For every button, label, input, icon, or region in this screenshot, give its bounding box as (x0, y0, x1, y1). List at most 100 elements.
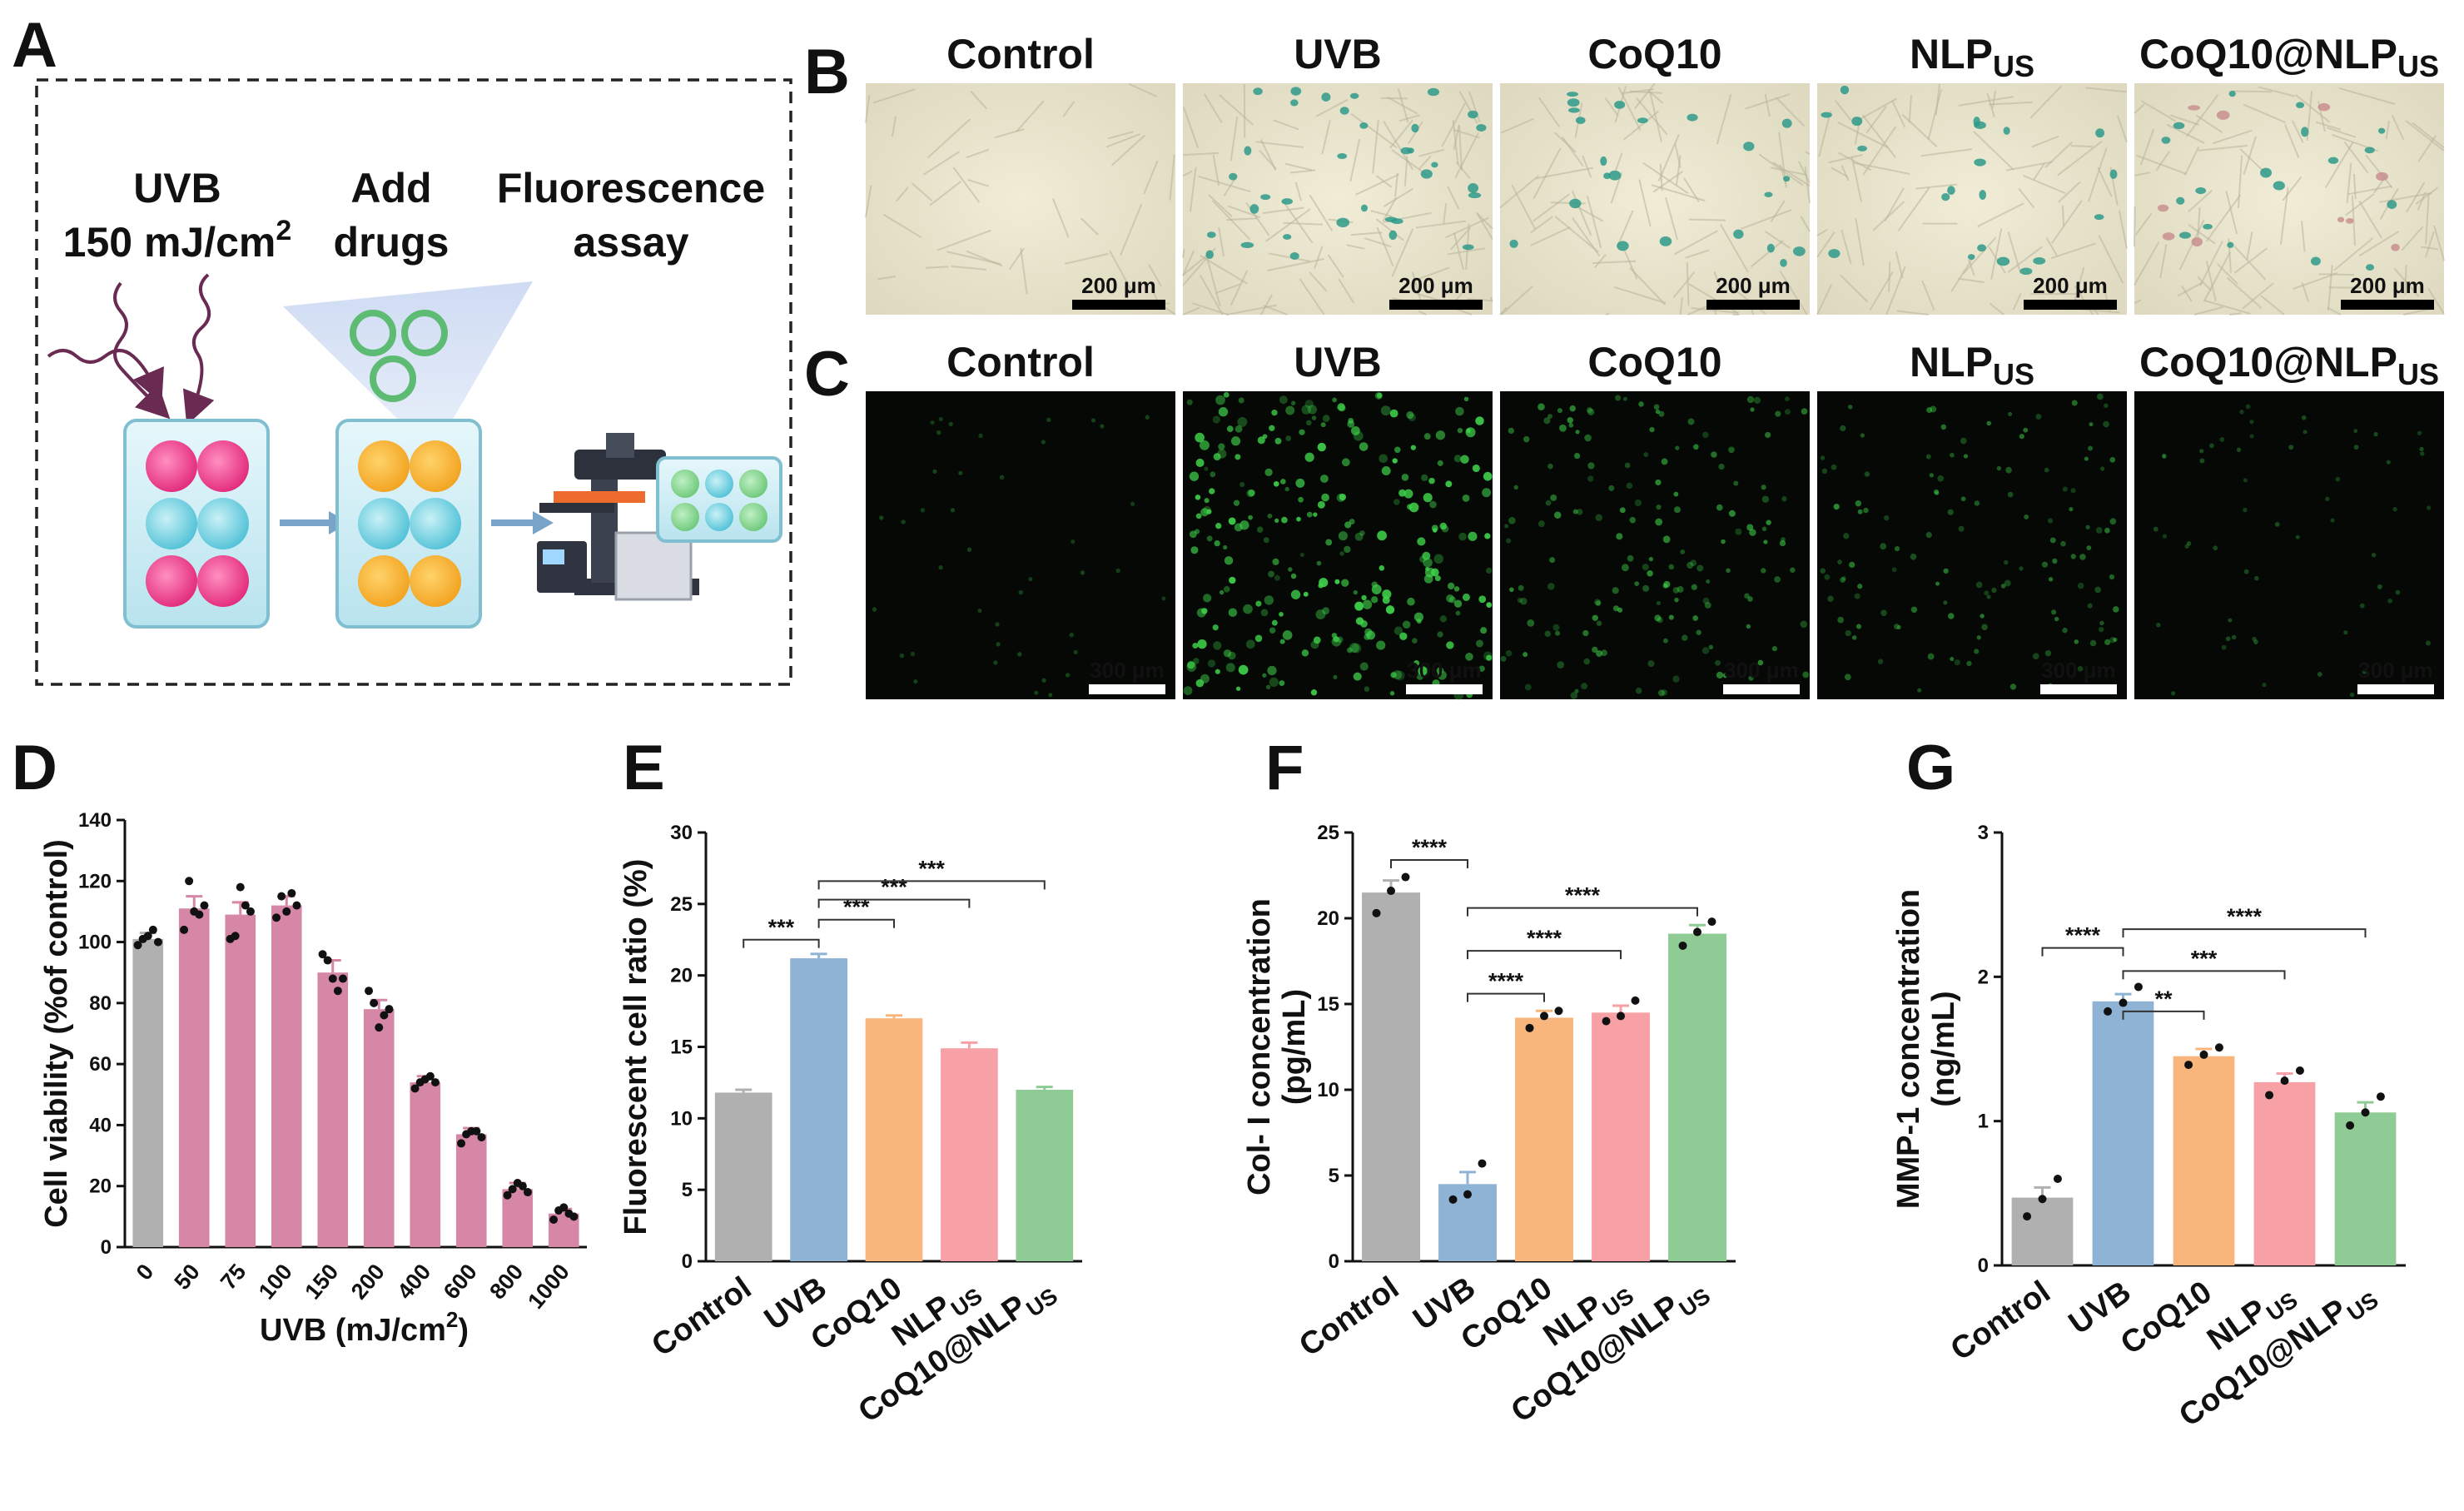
flow-arrowhead-2 (533, 511, 554, 534)
x-tick-label-g-2: CoQ10 (2114, 1275, 2218, 1362)
bar-e-2 (865, 1018, 923, 1261)
data-point-d (318, 950, 327, 959)
micrograph-b-nlp: 200 μm (1816, 83, 2128, 316)
scale-bar-b-nlp (2024, 300, 2117, 310)
data-point-f (1617, 1011, 1625, 1021)
bar-d-0 (132, 938, 164, 1247)
y-tick-label-e: 5 (682, 1179, 693, 1201)
y-tick-label-f: 20 (1317, 907, 1339, 930)
x-tick-label-d-1: 50 (170, 1260, 205, 1295)
significance-label-f: **** (1488, 969, 1524, 994)
y-tick-label-d: 80 (89, 992, 112, 1015)
data-point-f (1602, 1016, 1611, 1026)
data-point-d (430, 1078, 440, 1087)
scale-bar-b-control (1072, 300, 1165, 310)
bar-d-7 (455, 1134, 487, 1247)
data-point-d (457, 1139, 466, 1148)
data-point-d (503, 1190, 512, 1200)
significance-label-e: *** (843, 895, 870, 920)
scale-bar-b-coq10nlp (2341, 300, 2434, 310)
micrograph-header-coq10-c: CoQ10 (1587, 339, 1721, 385)
bar-f-3 (1592, 1012, 1650, 1261)
data-point-d (231, 932, 240, 941)
y-tick-label-g: 0 (1978, 1255, 1989, 1277)
data-point-d (559, 1203, 569, 1212)
y-tick-label-f: 15 (1317, 993, 1339, 1016)
significance-label-g: *** (2191, 946, 2218, 971)
bar-f-0 (1362, 892, 1420, 1261)
step1-label: UVB (133, 165, 221, 211)
data-point-g (2023, 1212, 2032, 1221)
y-tick-label-d: 20 (89, 1175, 112, 1198)
data-point-f (1707, 917, 1716, 927)
data-point-f (1554, 1007, 1563, 1016)
data-point-d (200, 901, 209, 910)
bar-d-2 (225, 914, 256, 1247)
data-point-g (2184, 1061, 2193, 1070)
bar-e-0 (714, 1092, 772, 1261)
y-tick-label-f: 25 (1317, 822, 1339, 844)
scale-bar-label: 300 μm (1090, 658, 1165, 683)
panel-letter-f: F (1265, 733, 1304, 803)
y-axis-title-e: Fluorescent cell ratio (%) (618, 859, 653, 1235)
significance-bracket-f (1390, 858, 1468, 868)
data-point-d (323, 956, 332, 965)
micrograph-c-coq10: 300 μm (1500, 391, 1810, 699)
data-point-d (282, 907, 291, 916)
y-axis-title-g: MMP-1 concentration (1891, 889, 1926, 1209)
bar-g-1 (2092, 1001, 2154, 1265)
data-point-d (148, 925, 157, 934)
y-tick-label-e: 20 (670, 965, 693, 987)
micrograph-header-nlp-b: NLPUS (1910, 31, 2034, 83)
significance-label-e: *** (768, 915, 795, 940)
significance-bracket-f (1467, 907, 1698, 917)
data-point-f (1448, 1195, 1458, 1204)
micrograph-c-uvb: 300 μm (1183, 391, 1493, 700)
micrograph-header-control-c: Control (946, 339, 1095, 385)
scale-bar-label: 200 μm (2033, 273, 2108, 298)
scale-bar-c-coq10 (1723, 684, 1800, 694)
panel-letter-e: E (623, 733, 665, 803)
y-tick-label-e: 25 (670, 893, 693, 916)
data-point-d (246, 907, 255, 916)
data-point-g (2361, 1108, 2370, 1117)
significance-bracket-g (2122, 928, 2367, 938)
data-point-f (1463, 1190, 1472, 1199)
data-point-d (410, 1084, 420, 1093)
panel-c-micrographs: Control 300 μm UVB 300 μm CoQ10 300 μm NLPUS 30… (866, 339, 2444, 700)
micrograph-header-coq10-b: CoQ10 (1587, 31, 1721, 77)
data-point-g (2295, 1066, 2304, 1075)
bar-g-3 (2253, 1081, 2316, 1265)
bar-d-5 (363, 1009, 395, 1247)
micrograph-header-uvb-c: UVB (1294, 339, 1382, 385)
data-point-d (569, 1212, 579, 1221)
y-tick-label-e: 30 (670, 822, 693, 844)
significance-bracket-g (2122, 970, 2286, 980)
scale-bar-c-coq10nlp (2357, 684, 2434, 694)
x-tick-label-d-5: 200 (346, 1260, 390, 1305)
data-point-g (2265, 1091, 2274, 1100)
significance-label-g: ** (2154, 987, 2173, 1011)
scale-bar-label: 200 μm (1081, 273, 1156, 298)
micrograph-header-nlp-c: NLPUS (1910, 339, 2034, 391)
step3-label: Fluorescence (497, 165, 765, 211)
x-tick-label-g-0: Control (1945, 1275, 2057, 1368)
significance-label-e: *** (881, 875, 907, 900)
data-point-f (1478, 1159, 1487, 1168)
scale-bar-label: 200 μm (1398, 273, 1473, 298)
scale-bar-c-control (1089, 684, 1165, 694)
micrograph-c-coq10nlp: 300 μm (2134, 391, 2444, 699)
drug-dropper-icon (283, 281, 533, 454)
data-point-d (133, 941, 142, 950)
data-point-g (2119, 998, 2128, 1007)
significance-label-f: **** (1527, 926, 1562, 951)
data-point-d (328, 974, 337, 983)
x-tick-label-d-2: 75 (216, 1260, 251, 1295)
scale-bar-b-uvb (1389, 300, 1483, 310)
data-point-f (1372, 908, 1381, 917)
data-point-d (143, 932, 152, 941)
x-tick-label-d-0: 0 (132, 1260, 159, 1285)
